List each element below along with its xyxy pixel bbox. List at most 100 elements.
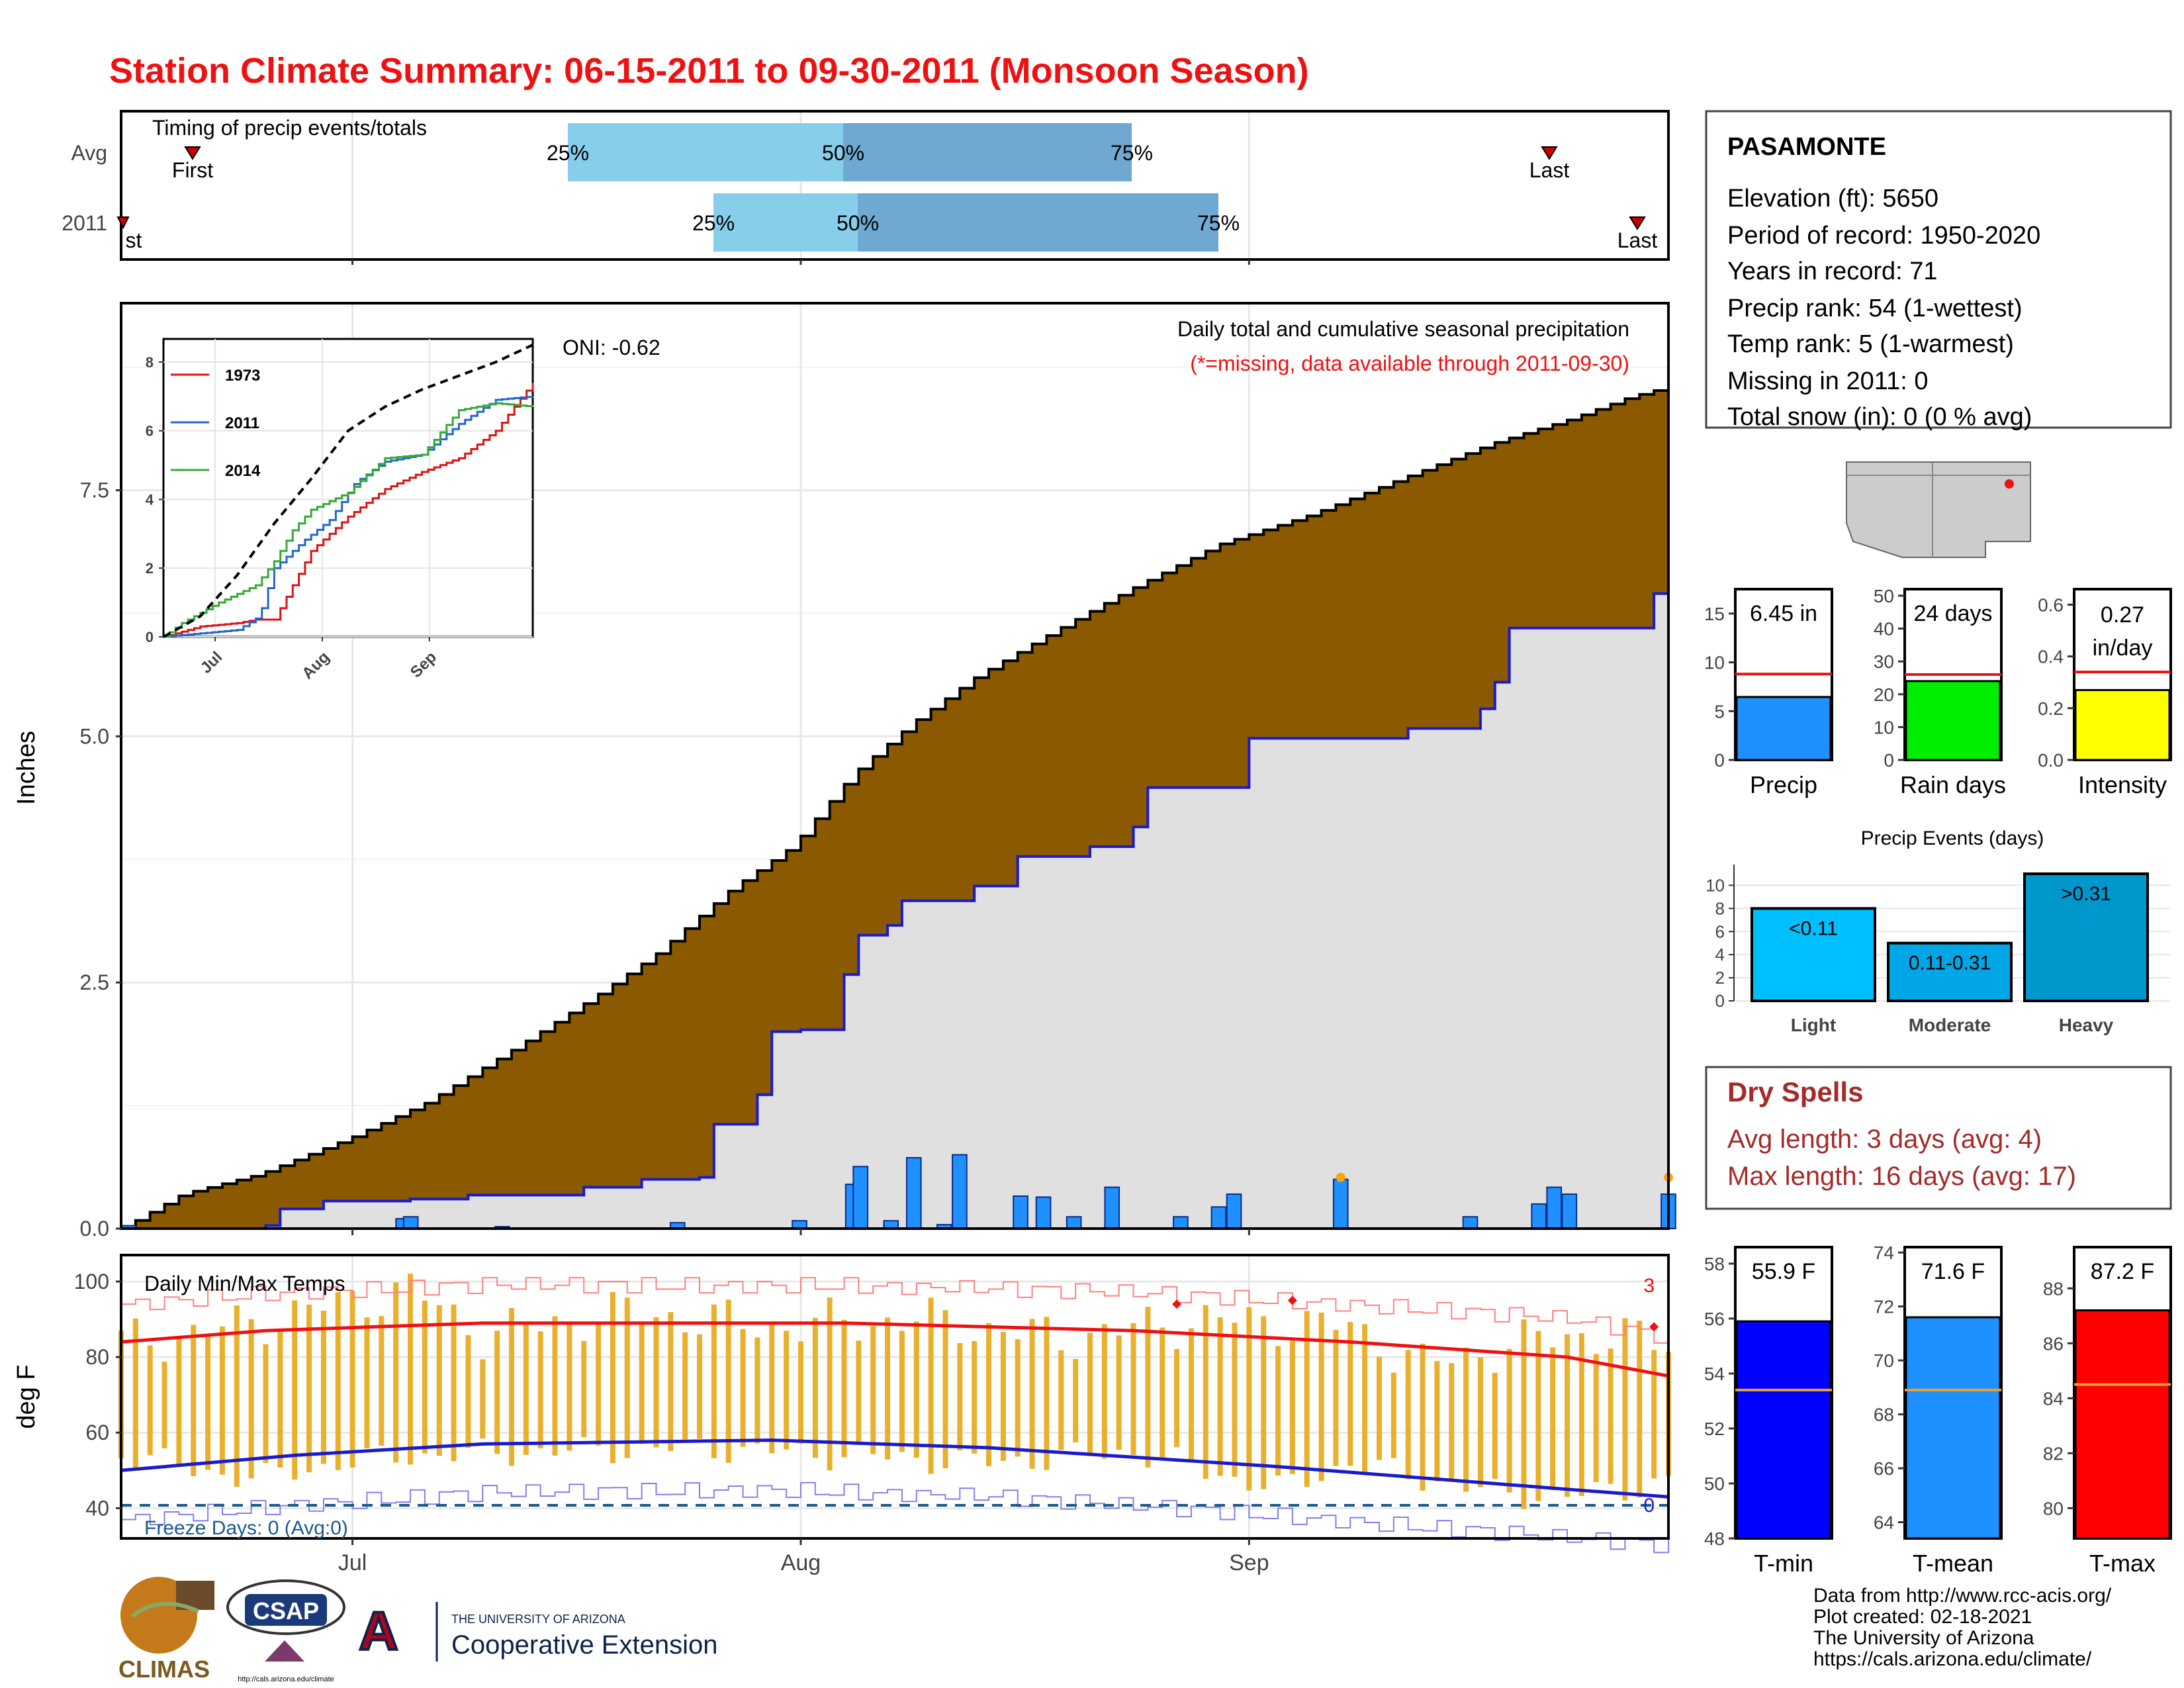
record-max-marker: [1649, 1322, 1659, 1332]
temp-summary-y-tick-label: 86: [2043, 1333, 2064, 1354]
events-plot: 0 2 4 6 8 10 <0.11 Light 0.11-0.31 Moderate >0.31 H…: [1706, 865, 2171, 1035]
daily-temp-range-bar: [422, 1300, 428, 1454]
events-bar-label: <0.11: [1789, 917, 1838, 939]
daily-temp-range-bar: [1217, 1317, 1223, 1476]
daily-temp-range-bar: [436, 1305, 442, 1456]
events-y-tick-label: 0: [1715, 991, 1725, 1011]
temp-summary-value: 87.2 F: [2091, 1259, 2154, 1284]
daily-temp-range-bar: [1087, 1333, 1093, 1456]
daily-precip-bar: [1104, 1186, 1120, 1229]
inset-line-1973: [163, 383, 534, 638]
precip-subheader: (*=missing, data available through 2011-…: [1190, 352, 1629, 375]
precip-summary-y-tick-label: 10: [1874, 717, 1894, 737]
events-y-tick-label: 10: [1706, 875, 1725, 895]
daily-temp-range-bar: [1203, 1305, 1208, 1479]
precip-summary-name-label: Precip: [1750, 771, 1817, 798]
daily-temp-range-bar: [1232, 1323, 1238, 1477]
daily-precip-bar: [1066, 1216, 1082, 1230]
events-bar-moderate: [1887, 941, 2013, 1003]
precip-summary-bar: [1735, 696, 1832, 761]
daily-temp-range-bar: [263, 1344, 269, 1464]
temp-summary-y-tick-label: 74: [1874, 1243, 1894, 1263]
ua-big-text: Cooperative Extension: [451, 1630, 717, 1660]
daily-temp-range-bar: [928, 1297, 934, 1474]
precip-summary-y-tick-label: 20: [1874, 684, 1894, 705]
daily-temp-range-bar: [1246, 1307, 1252, 1491]
timing-2011-q25-label: 25%: [692, 211, 735, 235]
daily-temp-range-bar: [1420, 1343, 1426, 1491]
temp-summary-bar: [2074, 1309, 2171, 1540]
temp-summary-panel-t-max: 80 82 84 86 88 T-max 87.2 F: [2043, 1246, 2172, 1577]
daily-temp-range-bar: [596, 1324, 602, 1446]
csap-logo-text: CSAP: [253, 1597, 319, 1624]
temp-title: Daily Min/Max Temps: [144, 1272, 345, 1295]
inset-y-ticks: 0 2 4 6 8: [146, 354, 163, 645]
precip-summary-y-tick-label: 0: [1884, 750, 1894, 771]
daily-temp-range-bar: [1044, 1317, 1050, 1470]
daily-temp-range-bar: [320, 1310, 326, 1464]
cold-days-count: 0: [1643, 1495, 1655, 1517]
timing-2011-first-marker: [116, 216, 130, 230]
temp-summary-y-tick-label: 82: [2043, 1443, 2064, 1464]
precip-events-chart: Precip Events (days) 0 2 4 6 8 10 <0.11 Light 0.…: [1706, 827, 2171, 1035]
daily-temp-range-bar: [1174, 1349, 1180, 1448]
station-name: PASAMONTE: [1727, 133, 1886, 161]
csap-badge: [245, 1594, 327, 1626]
temp-y-tick-label: 40: [85, 1496, 109, 1520]
precip-y-tick-label: 7.5: [80, 479, 109, 502]
station-precip-rank: Precip rank: 54 (1-wettest): [1727, 295, 2023, 322]
daily-temp-range-bar: [725, 1299, 731, 1463]
daily-temp-range-bar: [364, 1317, 370, 1448]
events-x-label: Moderate: [1909, 1015, 1991, 1035]
temp-summary-y-tick-label: 50: [1704, 1474, 1725, 1494]
timing-avg-q50-label: 50%: [822, 141, 864, 165]
daily-temp-range-bar: [1073, 1358, 1079, 1443]
daily-temp-range-bar: [161, 1362, 167, 1448]
daily-precip-bar: [1561, 1193, 1578, 1229]
station-missing: Missing in 2011: 0: [1727, 367, 1928, 395]
timing-2011-q50-q75-bar: [858, 193, 1218, 252]
temp-summary-value: 71.6 F: [1921, 1259, 1985, 1284]
station-frame: [1705, 110, 2172, 429]
station-info-box: PASAMONTE Elevation (ft): 5650 Period of…: [1705, 110, 2172, 431]
precip-summary-bar: [2074, 688, 2171, 761]
daily-precip-bar: [1035, 1196, 1052, 1230]
events-y-tick-label: 2: [1715, 968, 1725, 988]
timing-avg-q75-label: 75%: [1111, 141, 1153, 165]
locator-map: [1846, 461, 2031, 558]
daily-temp-range-bar: [1362, 1324, 1368, 1472]
daily-temp-range-bar: [682, 1332, 688, 1440]
precip-summary-y-tick-label: 0.4: [2038, 647, 2064, 667]
daily-temp-range-bar: [1289, 1340, 1295, 1474]
temp-summary-y-tick-label: 64: [1874, 1513, 1894, 1533]
ua-cooperative-extension-logo: A THE UNIVERSITY OF ARIZONA Cooperative …: [357, 1600, 717, 1663]
precip-y-tick-label: 5.0: [80, 724, 109, 748]
precip-y-label: Inches: [13, 731, 40, 805]
daily-temp-range-bar: [942, 1310, 948, 1469]
precip-summary-y-tick-label: 0: [1714, 750, 1725, 771]
daily-temp-range-bar: [191, 1325, 197, 1477]
temp-x-tick-label: Aug: [781, 1550, 821, 1575]
precip-y-tick-label: 2.5: [80, 970, 109, 994]
inset-lines: [163, 344, 534, 638]
timing-2011-q50-label: 50%: [837, 211, 879, 235]
daily-temp-range-bar: [248, 1319, 254, 1479]
precip-x-ticks: [351, 1229, 1250, 1235]
temp-x-tick-label: Jul: [338, 1550, 367, 1575]
temp-summary-y-tick-label: 88: [2043, 1278, 2064, 1299]
precip-summary-y-tick-label: 0.2: [2038, 698, 2064, 719]
timing-2011-last-marker: [1629, 216, 1646, 230]
temp-summary-y-tick-label: 54: [1704, 1364, 1725, 1384]
csap-url: http://cals.arizona.edu/climate: [238, 1675, 334, 1683]
precip-y-tick-label: 0.0: [80, 1217, 109, 1241]
daily-precip-bar: [1226, 1193, 1242, 1229]
hot-days-count: 3: [1643, 1275, 1655, 1297]
dry-spells-title: Dry Spells: [1727, 1076, 1863, 1107]
precip-summary-unit: in/day: [2093, 635, 2153, 661]
precip-summary-y-tick-label: 10: [1704, 653, 1725, 673]
inset-y-tick-label: 6: [146, 423, 154, 440]
daily-temp-range-bar: [885, 1317, 891, 1460]
daily-temp-range-bar: [870, 1326, 876, 1454]
daily-precip-bar: [852, 1166, 868, 1229]
